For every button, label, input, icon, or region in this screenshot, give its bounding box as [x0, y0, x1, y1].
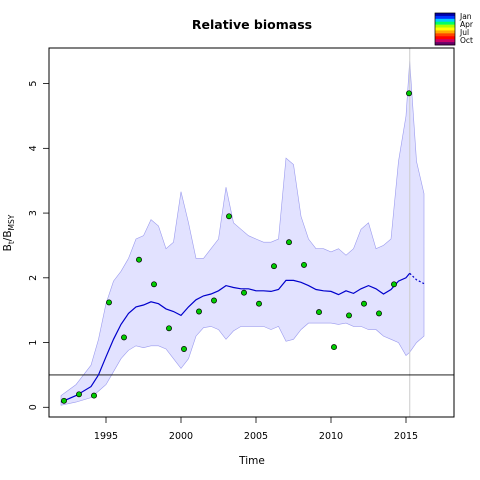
observation-point [91, 392, 97, 399]
legend-label-jan: Jan [459, 12, 472, 21]
legend-gradient-band [435, 27, 455, 31]
y-label-sep: /B [2, 230, 14, 241]
observation-point [151, 281, 157, 288]
legend: Jan Apr Jul Oct [434, 12, 474, 46]
observation-point [361, 300, 367, 307]
observation-point [256, 300, 262, 307]
y-tick-label: 1 [28, 340, 39, 346]
legend-gradient-band [435, 42, 455, 46]
observation-point [376, 310, 382, 317]
legend-gradient-band [435, 18, 455, 23]
plot-frame [48, 47, 455, 418]
observation-point [331, 344, 337, 351]
observation-point [286, 239, 292, 246]
legend-gradient-frame [434, 12, 456, 46]
observation-point [136, 256, 142, 263]
biomass-estimate-line [60, 272, 411, 403]
observation-point [106, 299, 112, 306]
x-tick-label: 2010 [319, 431, 343, 442]
y-axis-ticks: 0 1 2 3 4 5 [28, 81, 49, 410]
observation-point [211, 297, 217, 304]
observation-point [121, 334, 127, 341]
legend-label-jul: Jul [459, 28, 469, 37]
legend-gradient-band [435, 33, 455, 37]
x-tick-label: 2000 [169, 431, 193, 442]
y-tick-label: 4 [28, 145, 39, 151]
observation-point [391, 281, 397, 288]
observation-points [61, 90, 412, 404]
observation-point [241, 289, 247, 296]
plot-area [49, 48, 454, 417]
legend-label-oct: Oct [460, 36, 473, 45]
observation-point [301, 261, 307, 268]
legend-gradient-band [435, 30, 455, 34]
x-axis-ticks: 1995 2000 2005 2010 2015 [94, 417, 418, 442]
observation-point [196, 308, 202, 315]
legend-gradient-band [435, 39, 455, 43]
observation-point [406, 90, 412, 97]
y-tick-label: 2 [28, 275, 39, 281]
observation-point [271, 263, 277, 270]
uncertainty-band [60, 60, 425, 406]
x-tick-label: 1995 [94, 431, 118, 442]
y-label-base: B [2, 244, 14, 251]
legend-gradient-band [435, 24, 455, 28]
legend-label-apr: Apr [460, 20, 474, 29]
x-tick-label: 2015 [394, 431, 418, 442]
y-axis-label: Bt/BMSY [2, 214, 16, 251]
observation-point [181, 346, 187, 352]
legend-color-gradient [435, 13, 455, 46]
observation-point [316, 309, 322, 316]
observation-point [61, 397, 67, 404]
observation-point [166, 325, 172, 332]
observation-point [346, 312, 352, 319]
chart-title: Relative biomass [192, 17, 312, 32]
x-axis-label: Time [238, 455, 265, 467]
observation-point [76, 391, 82, 398]
y-tick-label: 3 [28, 210, 39, 216]
y-label-sub-msy: MSY [7, 214, 16, 230]
y-tick-label: 5 [28, 81, 39, 87]
y-tick-label: 0 [28, 404, 39, 410]
x-tick-label: 2005 [244, 431, 268, 442]
legend-gradient-band [435, 21, 455, 25]
legend-gradient-band [435, 15, 455, 20]
y-label-sub-t: t [7, 241, 16, 244]
legend-gradient-band [435, 36, 455, 40]
observation-point [226, 213, 232, 220]
biomass-forecast-line [409, 272, 425, 285]
legend-gradient-band [435, 13, 455, 17]
